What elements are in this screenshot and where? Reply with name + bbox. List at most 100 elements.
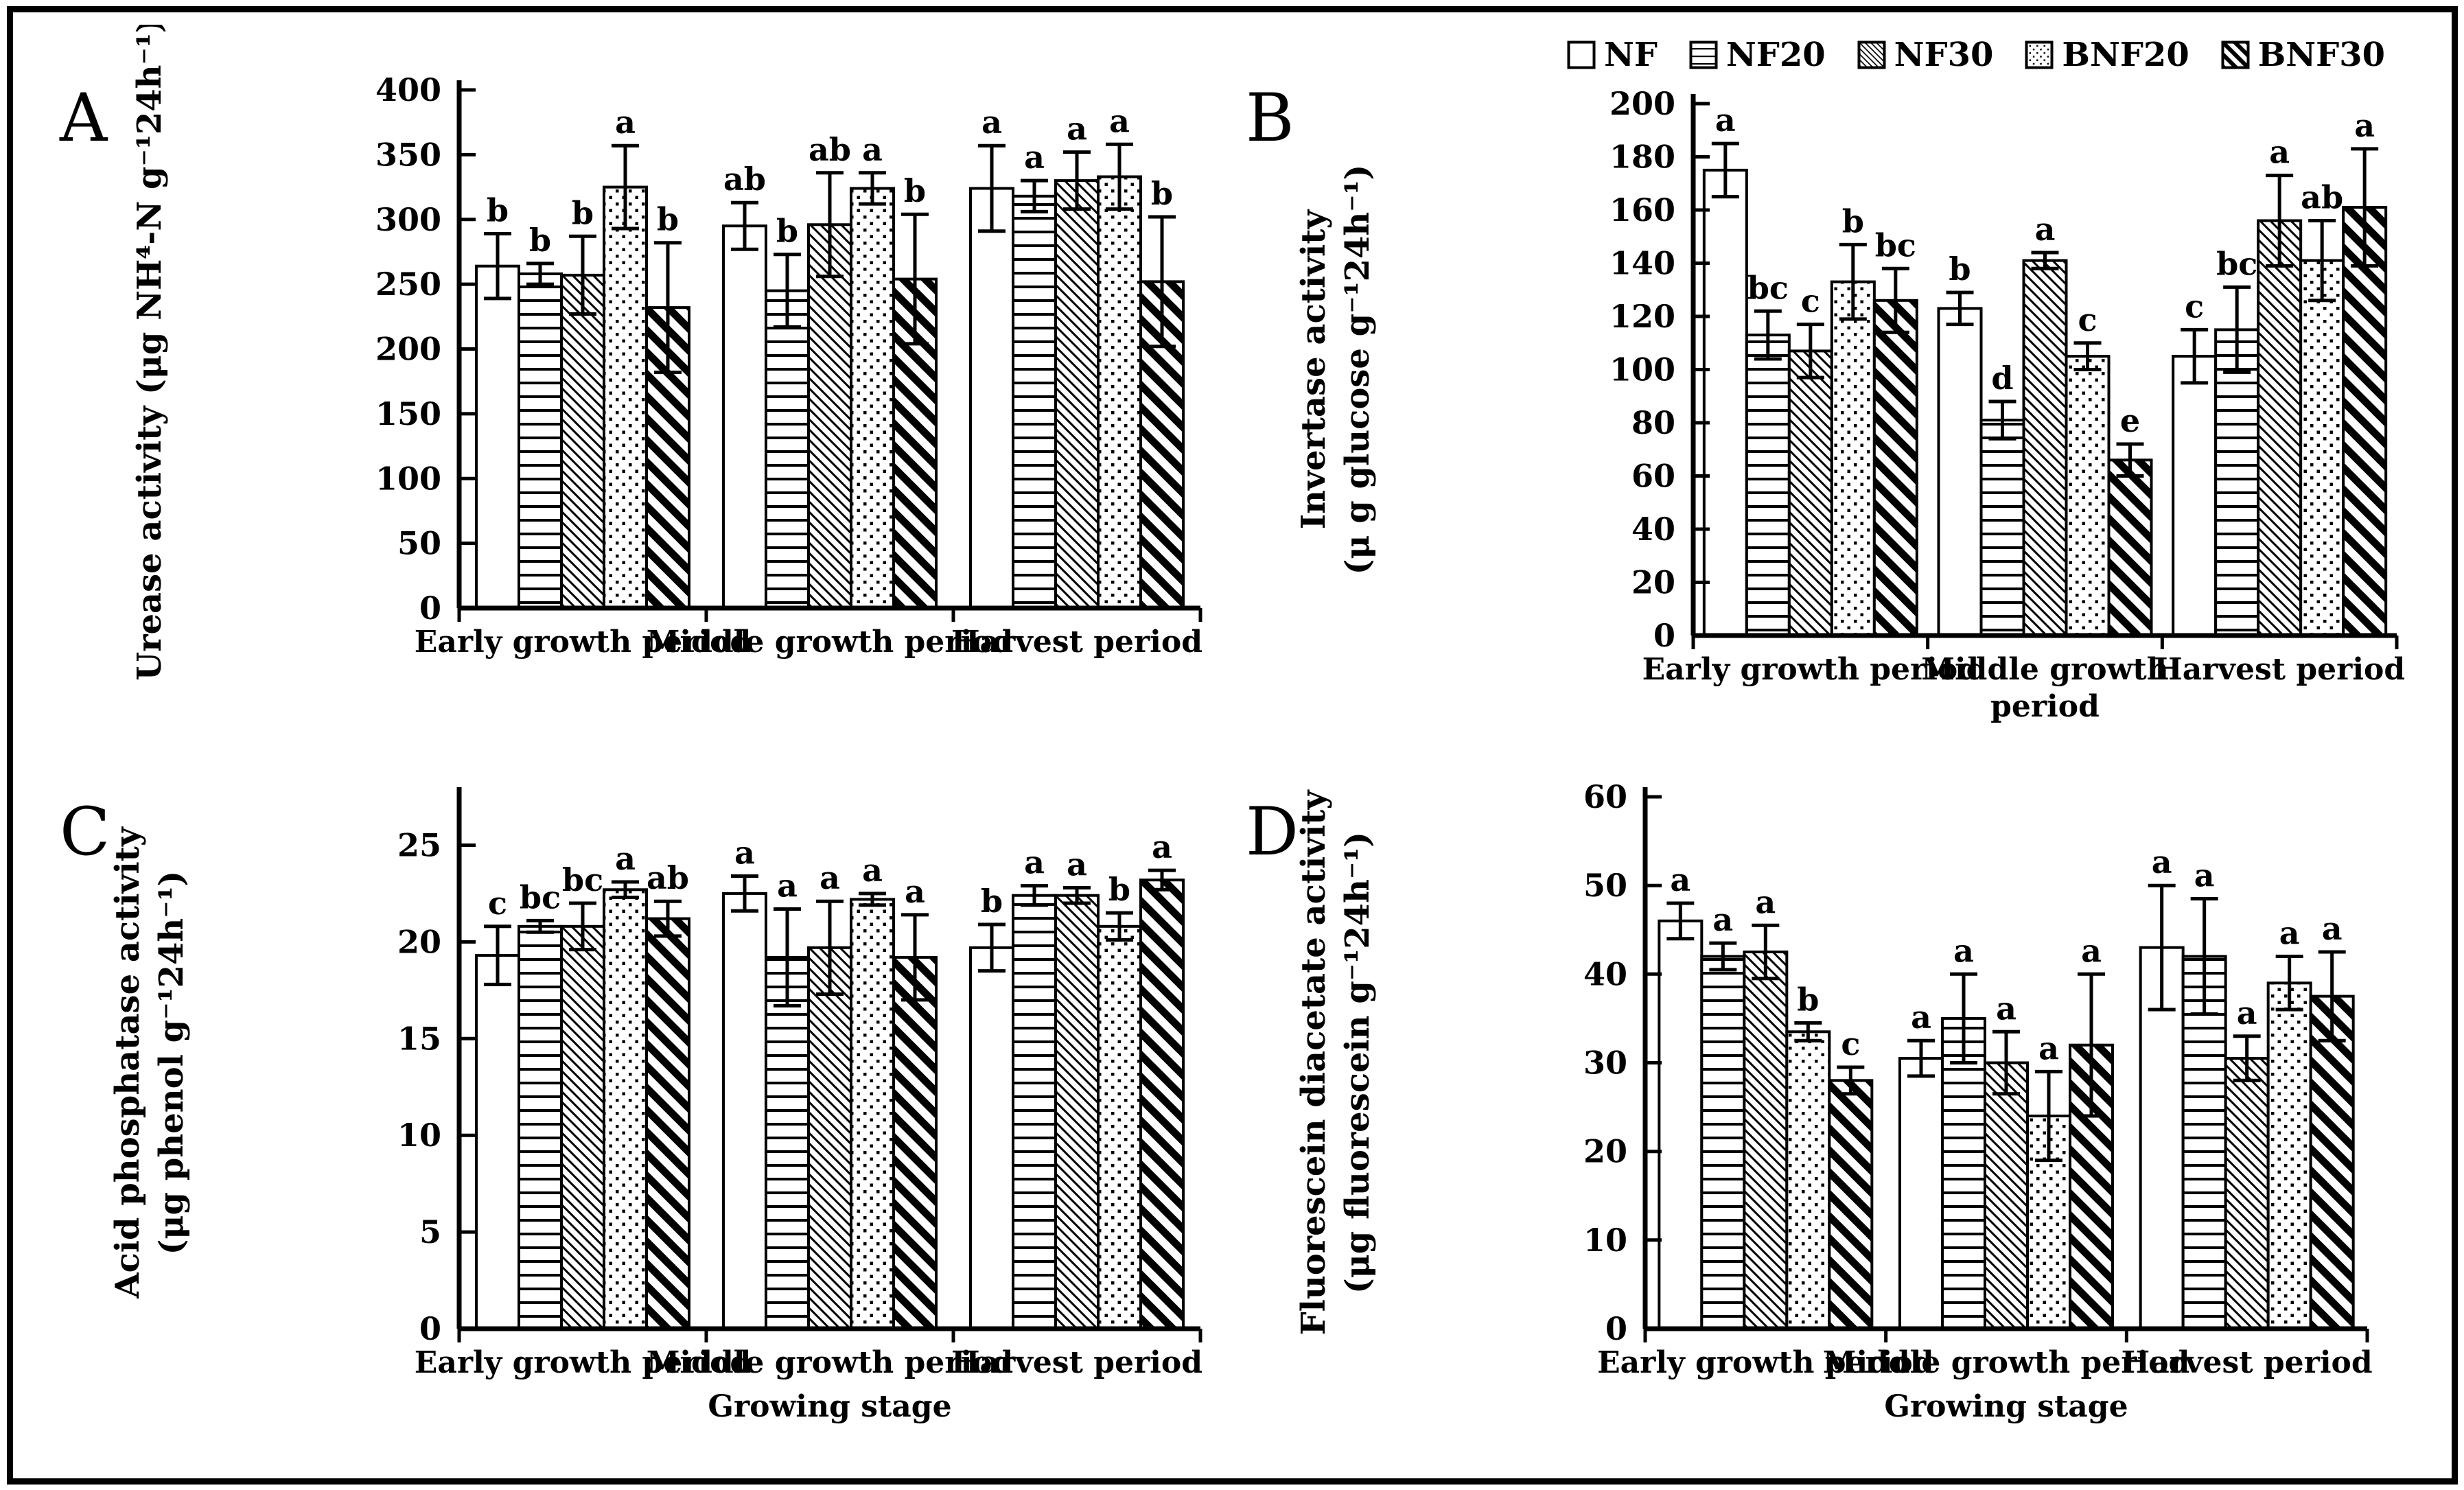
bar	[2266, 981, 2312, 1331]
category-label: Early growth period	[1642, 652, 1979, 687]
y-tick-label: 150	[375, 395, 441, 432]
bar	[1984, 1061, 2029, 1330]
significance-letter: a	[2038, 1029, 2059, 1067]
category-label: Middle growth period	[647, 1345, 1014, 1380]
y-axis-title: (μ g glucose g⁻¹24h⁻¹)	[1338, 165, 1377, 575]
error-bar	[484, 924, 511, 986]
legend-item-nf: NF	[1567, 36, 1658, 74]
significance-letter: a	[1712, 901, 1733, 938]
error-bar	[2308, 219, 2336, 303]
y-tick-label: 0	[419, 590, 441, 627]
error-bar	[1148, 868, 1176, 892]
bar	[722, 892, 767, 1330]
y-tick-label: 50	[397, 525, 441, 562]
error-bar	[901, 913, 929, 1002]
y-tick-label: 160	[1609, 191, 1675, 229]
significance-letter: bc	[2216, 245, 2257, 282]
error-bar	[2318, 950, 2346, 1043]
error-bar	[1796, 323, 1824, 380]
significance-letter: c	[2185, 288, 2204, 325]
y-tick-label: 10	[1583, 1222, 1627, 1259]
category-label: Middle growth period	[1823, 1345, 2190, 1380]
legend-swatch-thin-diagonal-icon	[1857, 40, 1886, 69]
significance-letter: a	[615, 104, 636, 141]
bar	[1097, 175, 1142, 609]
y-tick-label: 25	[397, 827, 441, 864]
bar	[969, 946, 1014, 1330]
legend-label: NF	[1603, 36, 1658, 74]
error-bar	[1021, 178, 1048, 213]
bar	[475, 264, 520, 609]
bar	[1828, 1079, 1874, 1330]
bar	[1702, 168, 1748, 637]
error-bar	[2116, 442, 2144, 478]
significance-letter: bc	[562, 861, 603, 898]
error-bar	[1063, 886, 1091, 905]
significance-letter: a	[777, 868, 798, 905]
y-tick-label: 100	[375, 460, 441, 497]
error-bar	[1148, 215, 1176, 349]
significance-letter: a	[2269, 134, 2290, 171]
error-bar	[2275, 955, 2303, 1012]
category-label: Harvest period	[951, 1345, 1202, 1380]
y-tick-label: 250	[375, 266, 441, 303]
significance-letter: a	[1024, 844, 1045, 881]
error-bar	[731, 874, 758, 913]
error-bar	[1063, 150, 1091, 211]
significance-letter: b	[776, 213, 798, 250]
y-tick-label: 15	[397, 1020, 441, 1057]
significance-letter: a	[1067, 110, 1087, 148]
error-bar	[612, 143, 639, 231]
bar	[892, 955, 938, 1330]
significance-letter: a	[1715, 102, 1736, 139]
error-bar	[1946, 290, 1974, 327]
error-bar	[2035, 1069, 2062, 1163]
error-bar	[1711, 141, 1739, 199]
significance-letter: a	[1755, 883, 1776, 920]
bar	[2342, 206, 2388, 638]
error-bar	[859, 892, 886, 907]
bar	[1097, 924, 1142, 1330]
y-tick-label: 30	[1583, 1045, 1627, 1082]
chart-panel-fluorescein: D a a a b c Early growth period a a a a a Middle gr…	[1220, 738, 2436, 1467]
bar	[2214, 328, 2260, 637]
y-tick-label: 10	[397, 1117, 441, 1154]
x-axis-title: Growing stage	[708, 1389, 951, 1424]
x-axis-title: Growing stage	[1884, 1389, 2128, 1424]
y-axis-title: Fluorescein diacetate activity	[1294, 789, 1333, 1335]
significance-letter: a	[1911, 999, 1931, 1036]
chart-panel-urease: A b b b a b Early growth period ab b ab a b Middle …	[34, 25, 1231, 740]
error-bar	[2351, 147, 2379, 268]
bar	[1743, 951, 1789, 1330]
bar	[1785, 1030, 1831, 1330]
y-tick-label: 50	[1583, 867, 1627, 904]
significance-letter: bc	[1747, 269, 1789, 306]
bar	[560, 273, 605, 609]
significance-letter: ab	[2301, 179, 2343, 216]
error-bar	[1988, 399, 2016, 441]
significance-letter: b	[529, 222, 551, 259]
significance-letter: a	[981, 104, 1002, 141]
error-bar	[1950, 972, 1977, 1064]
y-tick-label: 0	[1605, 1310, 1627, 1347]
panel-letter-c: C	[60, 793, 111, 870]
significance-letter: b	[981, 883, 1003, 920]
bar	[765, 289, 810, 609]
significance-letter: b	[487, 192, 509, 229]
significance-letter: b	[1797, 981, 1819, 1018]
legend-swatch-plain-icon	[1567, 40, 1596, 69]
significance-letter: a	[1067, 846, 1087, 883]
error-bar	[901, 212, 929, 346]
significance-letter: a	[615, 840, 636, 877]
bar	[1012, 194, 1057, 610]
bar	[518, 272, 563, 609]
y-tick-label: 200	[375, 331, 441, 368]
significance-letter: a	[2035, 211, 2056, 248]
significance-letter: b	[1151, 175, 1173, 212]
bar	[2309, 994, 2355, 1330]
y-tick-label: 80	[1631, 404, 1675, 441]
error-bar	[1106, 142, 1133, 211]
error-bar	[1794, 1021, 1822, 1043]
